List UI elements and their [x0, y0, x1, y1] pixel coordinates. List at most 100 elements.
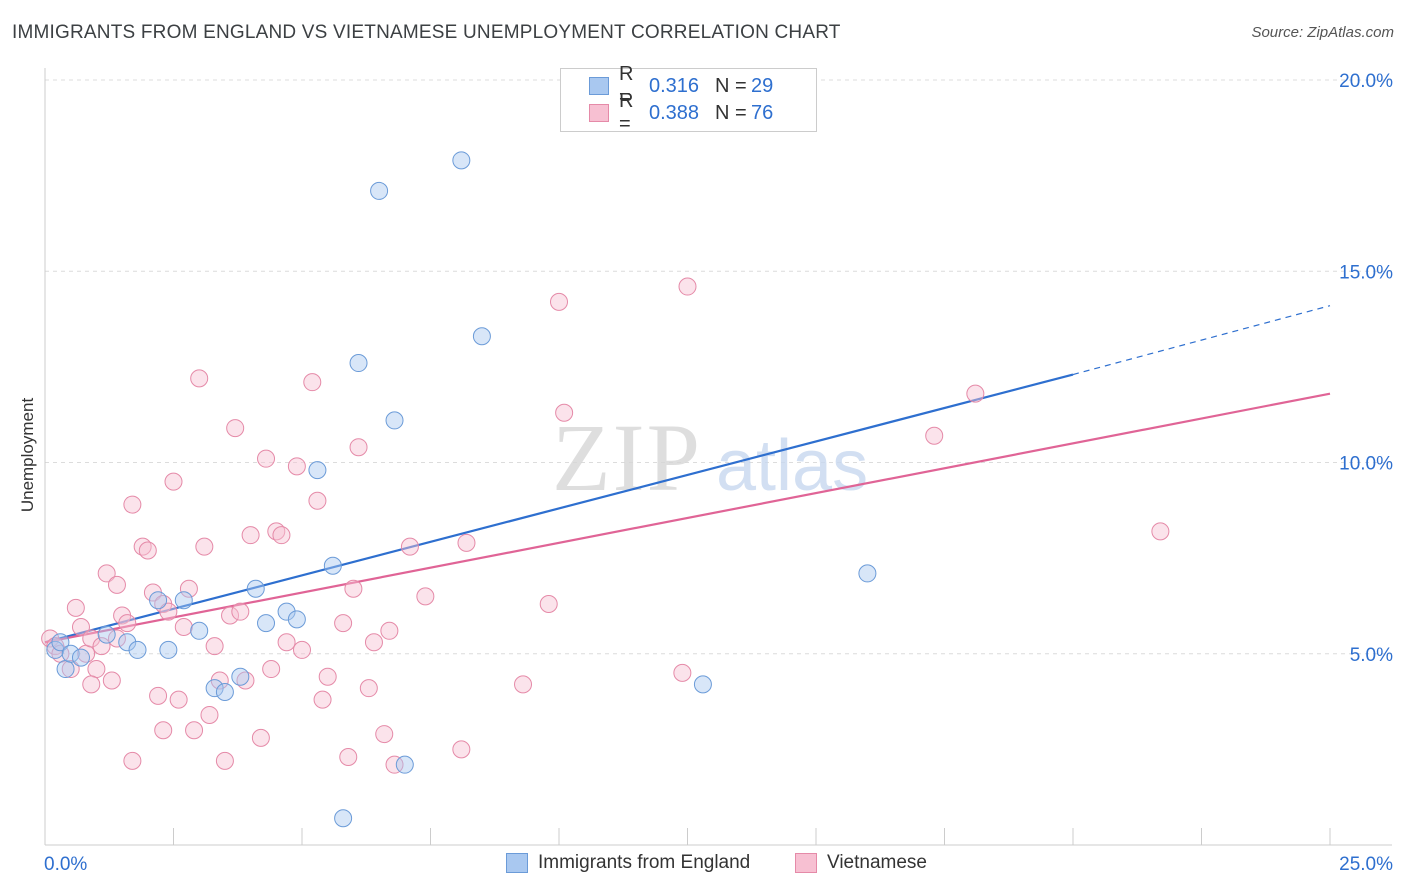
n-label: N =: [715, 74, 747, 97]
r-label: R =: [619, 90, 634, 135]
data-point: [313, 690, 332, 709]
data-point: [128, 640, 147, 659]
y-tick-label: 15.0%: [1339, 262, 1393, 283]
data-point: [457, 533, 476, 552]
stats-legend: R = 0.316 N = 29 R = 0.388 N = 76: [560, 63, 817, 135]
trend-line: [44, 392, 1331, 644]
y-tick-label: 10.0%: [1339, 454, 1393, 475]
data-point: [678, 277, 697, 296]
data-point: [87, 660, 106, 679]
trend-line: [44, 373, 1074, 644]
vietnamese-swatch: [589, 104, 609, 122]
data-point: [92, 637, 111, 656]
data-point: [231, 667, 250, 686]
data-point: [287, 457, 306, 476]
data-point: [154, 721, 173, 740]
data-point: [416, 587, 435, 606]
data-point: [174, 617, 193, 636]
series-legend: Immigrants from England Vietnamese: [0, 852, 1406, 878]
data-point: [514, 675, 533, 694]
data-point: [277, 602, 296, 621]
data-point: [123, 751, 142, 770]
data-point: [272, 526, 291, 545]
r-label: R =: [619, 63, 634, 108]
y-tick-label: 5.0%: [1350, 645, 1393, 666]
data-point: [293, 640, 311, 659]
data-point: [400, 537, 419, 556]
data-point: [349, 438, 368, 457]
legend-item-vietnamese[interactable]: Vietnamese: [795, 852, 927, 874]
data-point: [205, 637, 224, 656]
watermark-atlas: atlas: [716, 426, 868, 506]
data-point: [61, 660, 80, 679]
data-point: [195, 537, 214, 556]
chart-source: Source: ZipAtlas.com: [1251, 24, 1394, 41]
data-point: [925, 426, 944, 445]
data-point: [251, 728, 270, 747]
data-point: [452, 740, 471, 759]
data-point: [107, 629, 126, 648]
stats-legend-row-england: R = 0.316 N = 29: [589, 63, 774, 108]
data-point: [190, 621, 209, 640]
data-point: [159, 640, 178, 659]
data-point: [66, 598, 85, 617]
watermark-zip: ZIP: [552, 404, 702, 511]
data-point: [159, 602, 178, 621]
data-point: [344, 579, 363, 598]
data-point: [61, 644, 80, 663]
legend-item-england[interactable]: Immigrants from England: [506, 852, 750, 874]
r-value: 0.388: [649, 101, 700, 124]
data-point: [97, 625, 116, 644]
data-point: [472, 327, 491, 346]
legend-label: Vietnamese: [827, 852, 927, 873]
data-point: [673, 663, 692, 682]
data-point: [334, 809, 353, 828]
data-point: [246, 579, 265, 598]
data-point: [287, 610, 306, 629]
data-point: [395, 755, 414, 774]
data-point: [385, 411, 404, 430]
data-point: [693, 675, 712, 694]
data-point: [71, 648, 90, 667]
data-point: [262, 660, 281, 679]
data-point: [452, 151, 471, 170]
data-point: [339, 748, 358, 767]
data-point: [380, 621, 399, 640]
data-point: [82, 629, 101, 648]
legend-label: Immigrants from England: [538, 852, 751, 873]
x-tick-label: 0.0%: [44, 854, 87, 875]
data-point: [200, 705, 219, 724]
data-point: [257, 449, 276, 468]
data-point: [308, 461, 327, 480]
r-value: 0.316: [649, 74, 700, 97]
chart-title: IMMIGRANTS FROM ENGLAND VS VIETNAMESE UN…: [12, 22, 841, 43]
trend-line-extension: [1072, 305, 1331, 376]
data-point: [71, 617, 90, 636]
data-point: [364, 633, 383, 652]
data-point: [118, 614, 137, 633]
data-point: [215, 683, 234, 701]
data-point: [102, 671, 121, 690]
data-point: [97, 564, 116, 583]
data-point: [149, 591, 168, 610]
data-point: [205, 679, 224, 698]
data-point: [318, 667, 337, 686]
data-point: [190, 369, 209, 388]
data-point: [303, 373, 322, 392]
england-swatch: [589, 77, 609, 95]
data-point: [118, 633, 137, 652]
vietnamese-legend-swatch: [795, 853, 817, 873]
data-point: [1151, 522, 1170, 541]
england-legend-swatch: [506, 853, 528, 873]
data-point: [107, 575, 126, 594]
n-value: 76: [751, 101, 774, 124]
n-value: 29: [751, 74, 774, 97]
data-point: [149, 686, 168, 705]
data-point: [370, 181, 389, 200]
data-point: [231, 602, 250, 621]
data-point: [221, 606, 240, 625]
data-point: [51, 633, 70, 652]
stats-legend-row-vietnamese: R = 0.388 N = 76: [589, 90, 774, 135]
data-point: [334, 614, 353, 633]
data-point: [226, 419, 245, 438]
